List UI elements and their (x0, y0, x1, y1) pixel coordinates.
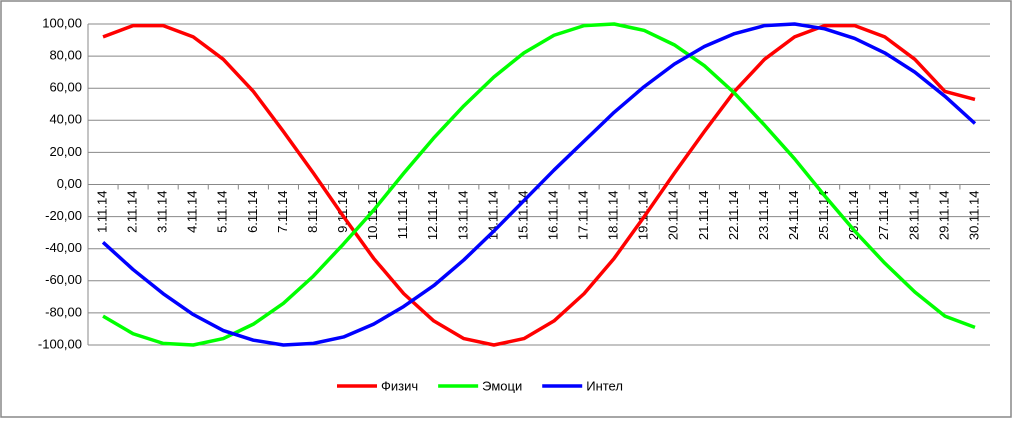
legend-label: Интел (586, 378, 623, 393)
series-line (102, 23, 976, 347)
x-tick-label: 17.11.14 (576, 191, 591, 241)
y-tick-label: 80,00 (49, 48, 82, 63)
x-tick-label: 23.11.14 (756, 191, 771, 241)
y-tick-label: -100,00 (38, 336, 82, 351)
x-tick-label: 22.11.14 (726, 191, 741, 241)
x-tick-label: 20.11.14 (666, 191, 681, 241)
x-tick-label: 12.11.14 (425, 191, 440, 241)
x-tick-label: 10.11.14 (365, 191, 380, 241)
y-tick-label: -60,00 (45, 272, 82, 287)
x-tick-label: 30.11.14 (966, 191, 981, 241)
x-tick-label: 13.11.14 (455, 191, 470, 241)
x-tick-label: 18.11.14 (606, 191, 621, 241)
x-tick-label: 3.11.14 (155, 191, 170, 233)
x-tick-label: 1.11.14 (94, 191, 109, 233)
series-line (102, 22, 976, 347)
y-tick-label: 20,00 (49, 144, 82, 159)
x-tick-label: 16.11.14 (545, 191, 560, 241)
legend-label: Физич (381, 378, 418, 393)
x-tick-label: 5.11.14 (215, 190, 230, 232)
x-tick-label: 8.11.14 (305, 191, 320, 233)
y-tick-label: 40,00 (49, 112, 82, 127)
x-tick-label: 4.11.14 (185, 191, 200, 233)
legend-label: Эмоци (482, 378, 522, 393)
y-tick-label: 0,00 (57, 176, 82, 191)
y-tick-label: -20,00 (45, 208, 82, 223)
x-tick-label: 11.11.14 (395, 191, 410, 240)
x-tick-label: 29.11.14 (936, 191, 951, 241)
x-tick-label: 28.11.14 (906, 191, 921, 241)
y-tick-label: 60,00 (49, 80, 82, 95)
y-tick-label: -80,00 (45, 304, 82, 319)
x-tick-label: 26.11.14 (846, 191, 861, 241)
x-tick-label: 25.11.14 (816, 191, 831, 241)
y-tick-label: -40,00 (45, 240, 82, 255)
x-tick-label: 6.11.14 (245, 191, 260, 233)
y-tick-label: 100,00 (42, 15, 82, 30)
x-tick-label: 24.11.14 (786, 191, 801, 241)
x-tick-label: 9.11.14 (335, 191, 350, 233)
x-tick-label: 2.11.14 (125, 191, 140, 233)
x-tick-label: 7.11.14 (275, 191, 290, 233)
x-tick-label: 21.11.14 (696, 191, 711, 241)
x-tick-label: 27.11.14 (876, 191, 891, 241)
series-line (101, 22, 977, 347)
x-tick-label: 15.11.14 (515, 191, 530, 241)
